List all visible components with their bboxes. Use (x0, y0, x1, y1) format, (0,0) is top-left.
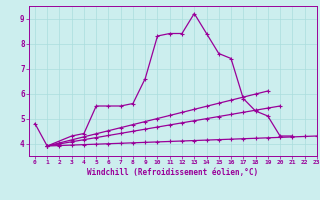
X-axis label: Windchill (Refroidissement éolien,°C): Windchill (Refroidissement éolien,°C) (87, 168, 258, 177)
